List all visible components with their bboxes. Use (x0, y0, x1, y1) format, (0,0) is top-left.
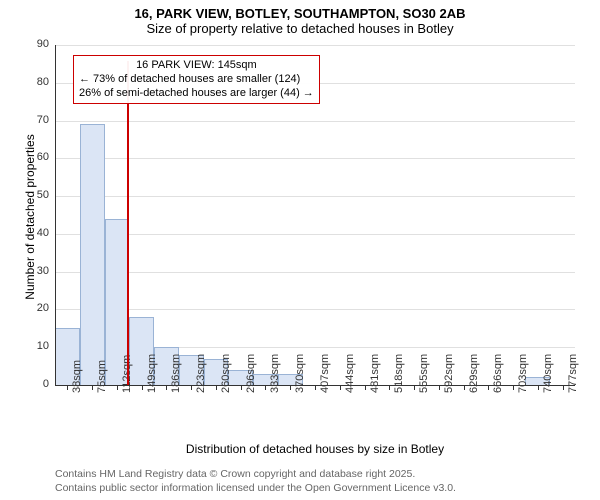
histogram-bar (80, 124, 105, 385)
gridline (55, 45, 575, 46)
x-tick-label: 481sqm (369, 354, 381, 393)
chart-container: 16, PARK VIEW, BOTLEY, SOUTHAMPTON, SO30… (0, 0, 600, 500)
x-tick-label: 592sqm (443, 354, 455, 393)
footer-line-1: Contains HM Land Registry data © Crown c… (55, 468, 415, 480)
y-tick-label: 10 (24, 340, 49, 352)
x-tick-label: 149sqm (146, 354, 158, 393)
x-tick-label: 38sqm (71, 360, 83, 393)
x-axis (55, 385, 575, 386)
x-tick-label: 703sqm (517, 354, 529, 393)
gridline (55, 309, 575, 310)
chart-title: 16, PARK VIEW, BOTLEY, SOUTHAMPTON, SO30… (0, 0, 600, 21)
y-axis-label: Number of detached properties (23, 117, 37, 317)
y-tick-label: 90 (24, 38, 49, 50)
x-tick-label: 666sqm (492, 354, 504, 393)
x-tick-label: 444sqm (344, 354, 356, 393)
y-tick-label: 20 (24, 302, 49, 314)
y-tick-label: 50 (24, 189, 49, 201)
x-tick-label: 296sqm (245, 354, 257, 393)
y-tick-label: 30 (24, 265, 49, 277)
annotation-line-2: ← 73% of detached houses are smaller (12… (79, 73, 314, 87)
x-tick-label: 629sqm (468, 354, 480, 393)
x-tick-label: 740sqm (542, 354, 554, 393)
x-tick-label: 75sqm (96, 360, 108, 393)
x-tick-label: 555sqm (418, 354, 430, 393)
x-tick-label: 518sqm (393, 354, 405, 393)
x-tick-label: 186sqm (170, 354, 182, 393)
x-axis-label: Distribution of detached houses by size … (55, 442, 575, 456)
annotation-line-1: 16 PARK VIEW: 145sqm (79, 59, 314, 73)
y-tick-label: 60 (24, 151, 49, 163)
gridline (55, 158, 575, 159)
chart-subtitle: Size of property relative to detached ho… (0, 21, 600, 40)
y-tick-label: 70 (24, 114, 49, 126)
annotation-box: 16 PARK VIEW: 145sqm← 73% of detached ho… (73, 55, 320, 104)
y-tick-label: 80 (24, 76, 49, 88)
reference-line (127, 61, 129, 385)
x-tick-label: 260sqm (220, 354, 232, 393)
gridline (55, 272, 575, 273)
x-tick-label: 407sqm (319, 354, 331, 393)
x-tick-label: 777sqm (567, 354, 579, 393)
plot-area: 010203040506070809038sqm75sqm112sqm149sq… (55, 45, 575, 385)
gridline (55, 196, 575, 197)
annotation-line-3: 26% of semi-detached houses are larger (… (79, 87, 314, 101)
x-tick-label: 223sqm (195, 354, 207, 393)
footer-line-2: Contains public sector information licen… (55, 482, 456, 494)
x-tick-label: 333sqm (269, 354, 281, 393)
y-tick-label: 0 (24, 378, 49, 390)
gridline (55, 234, 575, 235)
y-tick-label: 40 (24, 227, 49, 239)
gridline (55, 121, 575, 122)
y-axis (55, 45, 56, 385)
x-tick-label: 370sqm (294, 354, 306, 393)
